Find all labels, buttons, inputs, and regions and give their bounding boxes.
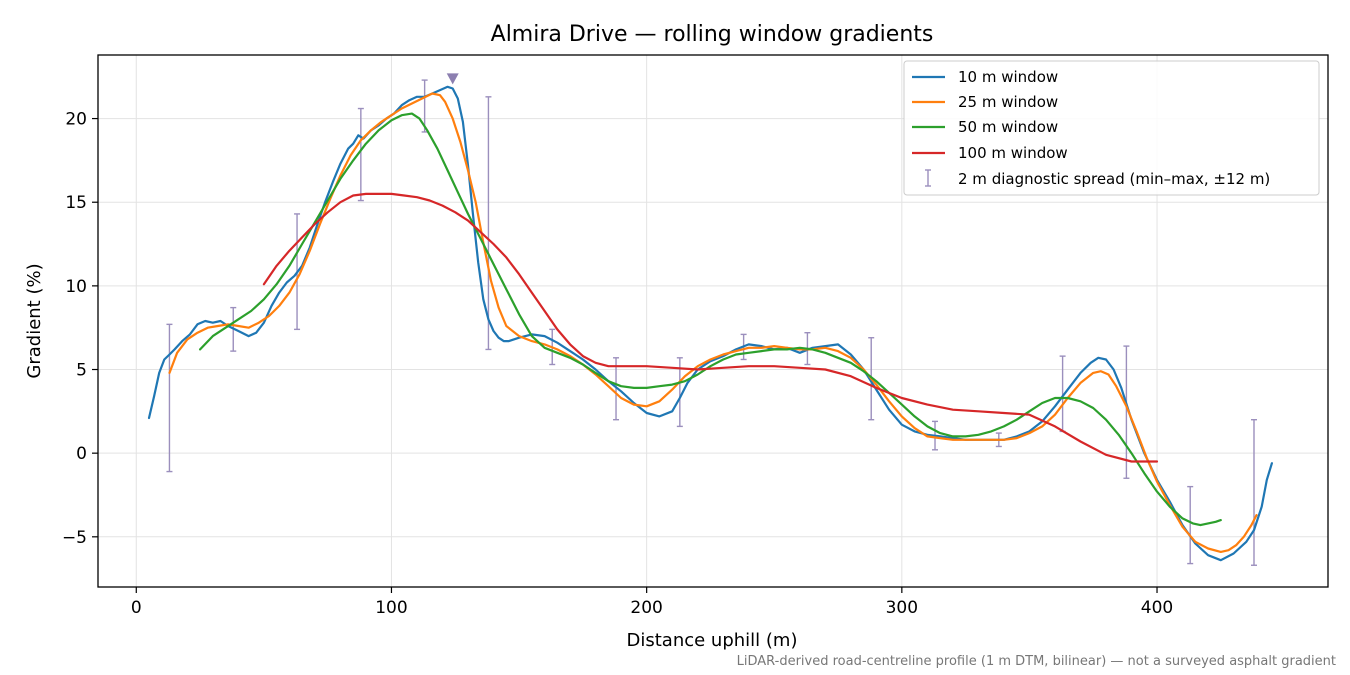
legend-label-10m: 10 m window [958, 68, 1058, 86]
x-axis-label: Distance uphill (m) [627, 630, 798, 651]
error-bar [357, 107, 364, 202]
axis-ticks: 0 100 200 300 400 −5 0 5 10 15 20 [62, 110, 1173, 618]
error-bar [1123, 345, 1130, 479]
y-tick-label: −5 [62, 528, 87, 548]
error-bar [1187, 485, 1194, 565]
footnote: LiDAR-derived road-centreline profile (1… [737, 654, 1336, 669]
x-tick-label: 0 [131, 598, 142, 618]
error-bar [485, 96, 492, 351]
plot-frame [97, 54, 1329, 588]
y-axis-label: Gradient (%) [24, 263, 45, 378]
chart-title: Almira Drive — rolling window gradients [491, 22, 934, 47]
y-tick-label: 5 [76, 361, 87, 381]
legend: 10 m window 25 m window 50 m window 100 … [903, 60, 1320, 196]
series-line-10 [147, 85, 1274, 562]
error-bar [613, 357, 620, 421]
series-lines [147, 85, 1274, 562]
error-bar [166, 323, 173, 473]
legend-label-25m: 25 m window [958, 93, 1058, 111]
max-gradient-marker [446, 73, 459, 85]
y-tick-label: 20 [65, 110, 87, 130]
x-tick-label: 200 [630, 598, 662, 618]
error-bar [421, 79, 428, 133]
x-tick-label: 100 [375, 598, 407, 618]
y-tick-label: 10 [65, 277, 87, 297]
y-tick-label: 15 [65, 193, 87, 213]
legend-label-50m: 50 m window [958, 118, 1058, 136]
legend-label-errorbar: 2 m diagnostic spread (min–max, ±12 m) [958, 170, 1270, 188]
legend-label-100m: 100 m window [958, 144, 1068, 162]
series-line-100 [262, 192, 1159, 463]
max-markers [446, 73, 459, 85]
legend-box [903, 60, 1320, 196]
x-tick-label: 400 [1141, 598, 1173, 618]
error-bar [1250, 419, 1257, 566]
y-tick-label: 0 [76, 444, 87, 464]
legend-swatch-errorbar [925, 169, 931, 187]
x-tick-label: 300 [886, 598, 918, 618]
series-line-50 [199, 112, 1222, 527]
